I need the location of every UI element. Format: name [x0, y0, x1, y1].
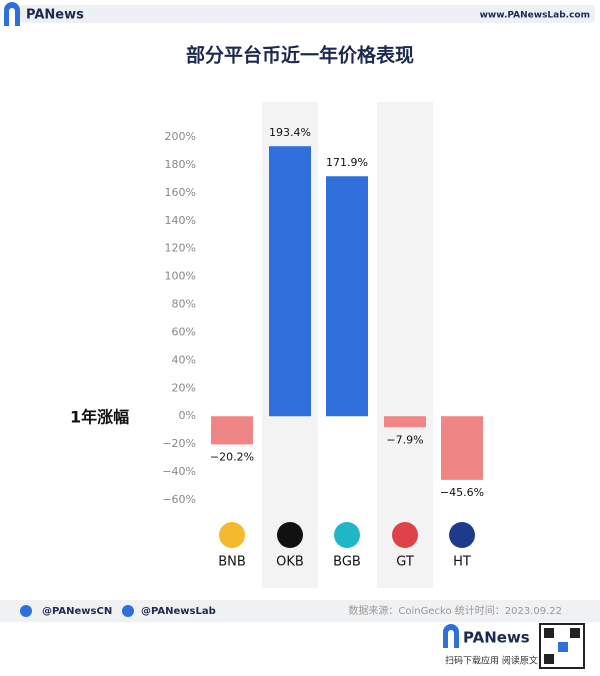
- x-tick-label: BNB: [218, 555, 246, 570]
- coin-icon: [334, 522, 360, 548]
- y-tick-label: −40%: [162, 465, 196, 478]
- y-tick-label: 60%: [172, 325, 196, 338]
- value-label: −45.6%: [440, 486, 484, 499]
- value-label: −7.9%: [386, 433, 423, 446]
- header-brand: PANews: [26, 8, 84, 23]
- footer-cta: 扫码下载应用 阅读原文: [445, 655, 538, 667]
- x-tick-label: GT: [396, 555, 414, 570]
- y-tick-label: −20%: [162, 437, 196, 450]
- y-tick-label: 160%: [165, 186, 196, 199]
- x-tick-label: OKB: [276, 555, 304, 570]
- coin-icon: [219, 522, 245, 548]
- value-label: 171.9%: [326, 156, 368, 169]
- header-site: www.PANewsLab.com: [480, 11, 590, 21]
- y-tick-label: 200%: [165, 130, 196, 143]
- y-tick-label: 140%: [165, 214, 196, 227]
- bar: [384, 416, 426, 428]
- bar: [269, 146, 311, 417]
- footer-logo: [443, 624, 459, 648]
- bar: [211, 416, 253, 445]
- y-axis-label: 1年涨幅: [70, 408, 129, 427]
- value-label: −20.2%: [210, 450, 254, 463]
- coin-icon: [449, 522, 475, 548]
- x-tick-label: HT: [453, 555, 471, 570]
- header-bar: [20, 5, 595, 23]
- y-tick-label: 100%: [165, 270, 196, 283]
- twitter-icon: [20, 605, 32, 617]
- y-tick-label: 120%: [165, 242, 196, 255]
- bar: [326, 176, 368, 417]
- facebook-icon: [122, 605, 134, 617]
- x-tick-label: BGB: [333, 555, 361, 570]
- qr-corner: [570, 628, 580, 638]
- y-tick-label: −60%: [162, 493, 196, 506]
- footer-bar: [0, 600, 600, 622]
- footer-twitter: @PANewsCN: [42, 606, 112, 617]
- qr-center: [558, 642, 568, 652]
- value-label: 193.4%: [269, 126, 311, 139]
- footer-brand: PANews: [463, 629, 530, 647]
- bar: [441, 416, 483, 480]
- y-tick-label: 40%: [172, 353, 196, 366]
- y-tick-label: 80%: [172, 298, 196, 311]
- qr-corner: [544, 654, 554, 664]
- footer-source: 数据来源：CoinGecko 统计时间：2023.09.22: [348, 604, 562, 617]
- coin-icon: [277, 522, 303, 548]
- y-tick-label: 180%: [165, 158, 196, 171]
- chart-title: 部分平台币近一年价格表现: [186, 44, 414, 67]
- qr-corner: [544, 628, 554, 638]
- y-tick-label: 20%: [172, 381, 196, 394]
- column-shade: [377, 102, 433, 588]
- logo: [4, 2, 20, 26]
- footer-facebook: @PANewsLab: [141, 606, 216, 617]
- coin-icon: [392, 522, 418, 548]
- y-tick-label: 0%: [179, 409, 196, 422]
